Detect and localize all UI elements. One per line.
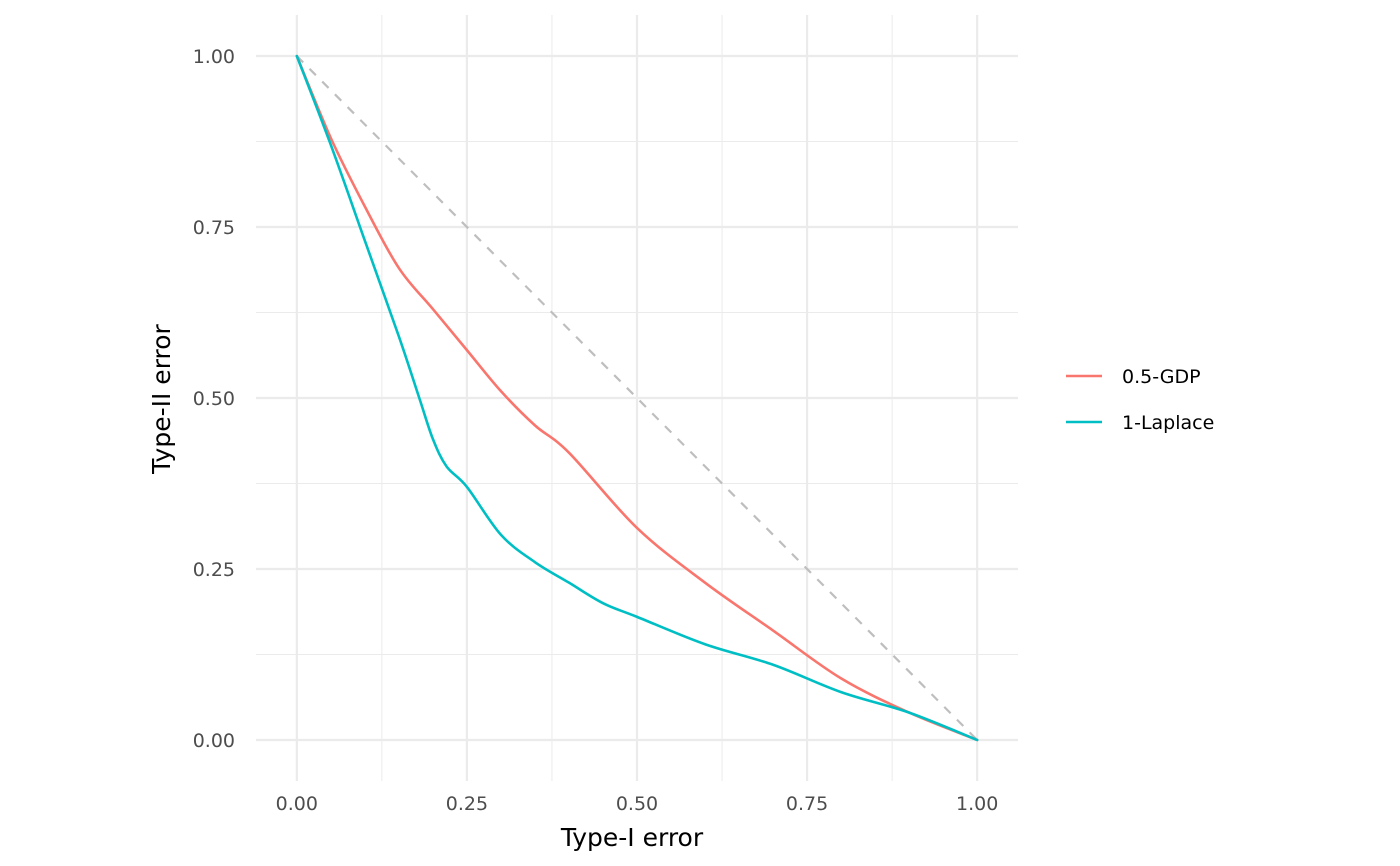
series-line-1-laplace [295, 54, 979, 742]
y-tick-label: 0.00 [193, 730, 235, 752]
x-tick-label: 0.00 [276, 793, 318, 815]
y-tick-label: 0.25 [193, 559, 235, 581]
series-line-0-5-gdp [295, 54, 979, 742]
x-tick-label: 0.25 [446, 793, 488, 815]
y-tick-label: 0.75 [193, 217, 235, 239]
x-tick-label: 0.50 [616, 793, 658, 815]
y-axis-ticks: 0.00 0.25 0.50 0.75 1.00 [193, 46, 235, 752]
x-tick-label: 1.00 [956, 793, 998, 815]
x-tick-label: 0.75 [786, 793, 828, 815]
y-tick-label: 1.00 [193, 46, 235, 68]
x-axis-ticks: 0.00 0.25 0.50 0.75 1.00 [276, 793, 999, 815]
series-layer [295, 54, 979, 742]
legend-label-0-5-gdp: 0.5-GDP [1122, 366, 1201, 388]
y-axis-title: Type-II error [147, 323, 176, 474]
y-tick-label: 0.50 [193, 388, 235, 410]
legend-label-1-laplace: 1-Laplace [1122, 412, 1214, 434]
legend: 0.5-GDP 1-Laplace [1066, 366, 1214, 434]
x-axis-title: Type-I error [560, 823, 704, 852]
major-grid [256, 15, 1018, 781]
